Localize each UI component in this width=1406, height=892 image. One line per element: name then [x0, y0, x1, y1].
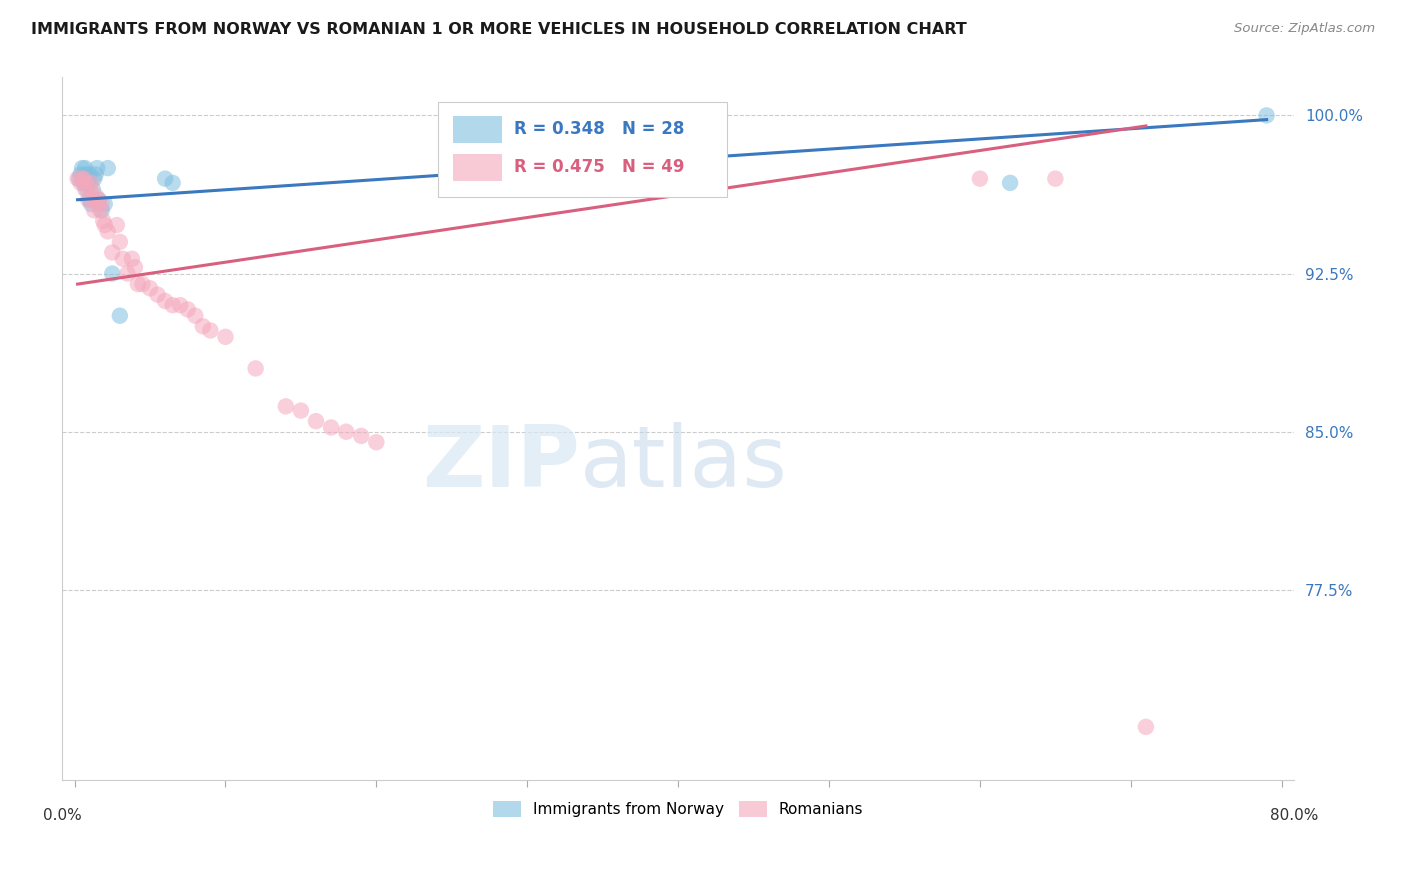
- Point: [191, 319, 214, 334]
- Point: [90, 203, 112, 218]
- Point: [153, 293, 176, 308]
- Point: [162, 298, 184, 312]
- Point: [290, 403, 312, 417]
- Legend: Immigrants from Norway, Romanians: Immigrants from Norway, Romanians: [485, 793, 870, 824]
- Point: [637, 171, 659, 186]
- Point: [69, 176, 91, 190]
- Point: [82, 193, 104, 207]
- Point: [84, 188, 107, 202]
- Point: [89, 203, 111, 218]
- Point: [76, 176, 98, 190]
- Point: [97, 224, 120, 238]
- Point: [87, 193, 110, 207]
- Point: [80, 197, 103, 211]
- Point: [82, 182, 104, 196]
- Point: [97, 161, 120, 175]
- Point: [274, 400, 297, 414]
- Point: [87, 193, 110, 207]
- Point: [72, 171, 94, 186]
- Point: [75, 168, 97, 182]
- Point: [111, 252, 134, 266]
- Point: [76, 176, 98, 190]
- Text: 0.0%: 0.0%: [44, 807, 82, 822]
- Point: [319, 420, 342, 434]
- Point: [1256, 108, 1278, 122]
- Point: [84, 168, 107, 182]
- Text: Source: ZipAtlas.com: Source: ZipAtlas.com: [1234, 22, 1375, 36]
- Point: [177, 302, 200, 317]
- Point: [366, 435, 388, 450]
- Point: [350, 429, 373, 443]
- Point: [79, 168, 101, 182]
- Point: [93, 218, 115, 232]
- Point: [72, 176, 94, 190]
- Point: [1045, 171, 1067, 186]
- Point: [162, 176, 184, 190]
- FancyBboxPatch shape: [453, 116, 502, 143]
- Point: [146, 287, 169, 301]
- Point: [86, 161, 108, 175]
- Point: [139, 281, 162, 295]
- Point: [67, 171, 90, 186]
- Point: [245, 361, 267, 376]
- Point: [70, 161, 93, 175]
- Point: [90, 197, 112, 211]
- Point: [93, 197, 115, 211]
- Point: [998, 176, 1021, 190]
- Point: [121, 252, 143, 266]
- Point: [1135, 720, 1157, 734]
- FancyBboxPatch shape: [453, 154, 502, 181]
- Point: [184, 309, 207, 323]
- Point: [75, 182, 97, 196]
- FancyBboxPatch shape: [439, 102, 727, 197]
- Point: [70, 171, 93, 186]
- Point: [91, 214, 114, 228]
- Point: [101, 245, 124, 260]
- Point: [335, 425, 357, 439]
- Point: [83, 203, 105, 218]
- Point: [75, 161, 97, 175]
- Point: [79, 193, 101, 207]
- Text: R = 0.475   N = 49: R = 0.475 N = 49: [515, 158, 685, 177]
- Point: [101, 267, 124, 281]
- Point: [72, 171, 94, 186]
- Point: [969, 171, 991, 186]
- Point: [76, 182, 98, 196]
- Point: [131, 277, 153, 291]
- Point: [79, 182, 101, 196]
- Point: [153, 171, 176, 186]
- Text: atlas: atlas: [579, 422, 787, 505]
- Point: [108, 309, 131, 323]
- Point: [108, 235, 131, 249]
- Text: R = 0.348   N = 28: R = 0.348 N = 28: [515, 120, 685, 138]
- Point: [127, 277, 149, 291]
- Text: 80.0%: 80.0%: [1270, 807, 1317, 822]
- Point: [77, 193, 100, 207]
- Point: [80, 176, 103, 190]
- Point: [305, 414, 328, 428]
- Text: ZIP: ZIP: [422, 422, 579, 505]
- Point: [83, 171, 105, 186]
- Point: [105, 218, 128, 232]
- Point: [214, 330, 236, 344]
- Point: [117, 267, 139, 281]
- Point: [77, 176, 100, 190]
- Point: [69, 168, 91, 182]
- Point: [124, 260, 146, 275]
- Text: IMMIGRANTS FROM NORWAY VS ROMANIAN 1 OR MORE VEHICLES IN HOUSEHOLD CORRELATION C: IMMIGRANTS FROM NORWAY VS ROMANIAN 1 OR …: [31, 22, 967, 37]
- Point: [169, 298, 191, 312]
- Point: [66, 171, 89, 186]
- Point: [200, 323, 222, 337]
- Point: [86, 197, 108, 211]
